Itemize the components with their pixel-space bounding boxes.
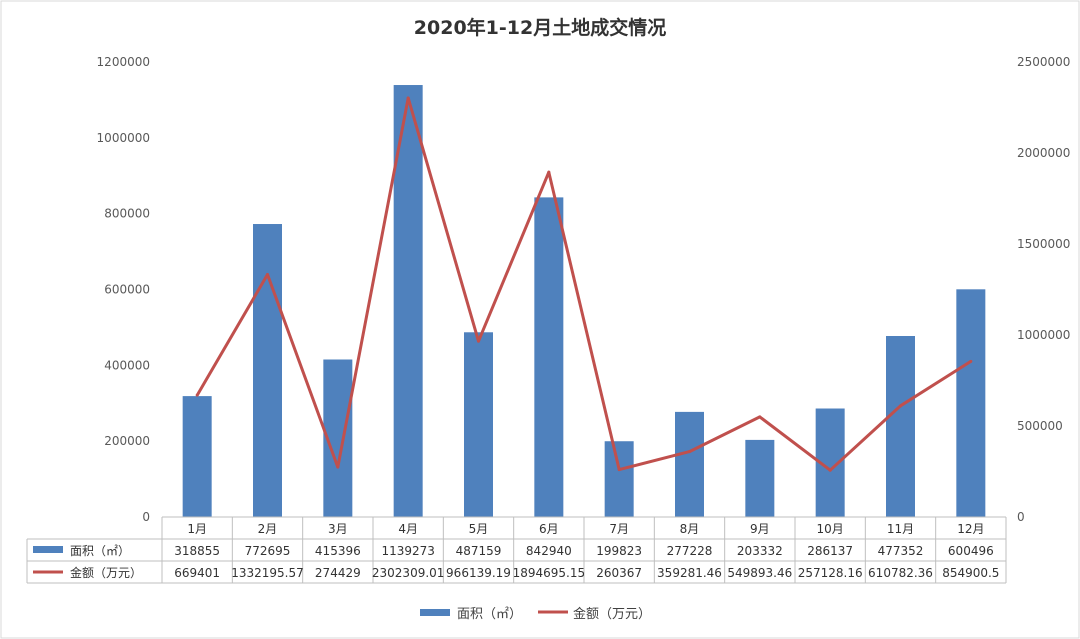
category-label: 4月 [398,522,418,536]
amount-point-12 [969,359,973,363]
right-axis-tick-label: 2500000 [1017,55,1070,69]
amount-point-9 [758,415,762,419]
legend-area-label: 面积（㎡） [457,607,522,622]
left-axis-ticks: 0 200000 400000 600000 800000 1000000 1200000 [97,55,150,524]
category-label: 3月 [328,522,348,536]
amount-point-1 [195,393,199,397]
bar-area-6 [534,197,564,517]
category-label: 8月 [680,522,700,536]
category-label: 9月 [750,522,770,536]
amount-row-label: 金额（万元） [70,565,142,580]
category-label: 10月 [817,522,844,536]
right-axis-tick-label: 500000 [1017,419,1063,433]
amount-point-6 [547,170,551,174]
amount-line [195,96,972,472]
amount-point-2 [266,273,269,277]
amount-point-7 [617,468,621,472]
legend-amount-label: 金额（万元） [573,606,651,622]
right-axis-tick-label: 1000000 [1017,328,1070,342]
right-axis-tick-label: 2000000 [1017,146,1070,160]
amount-value-cell: 966139.19 [446,566,511,580]
bar-area-7 [604,441,634,517]
left-axis-tick-label: 1200000 [97,55,150,69]
area-value-cell: 600496 [948,544,994,558]
amount-point-8 [688,450,691,454]
left-axis-tick-label: 800000 [104,207,150,221]
area-value-cell: 203332 [737,544,783,558]
left-axis-tick-label: 0 [142,510,150,524]
category-label: 5月 [469,522,489,536]
category-label: 1月 [187,522,207,536]
amount-value-cell: 359281.46 [657,566,722,580]
area-value-cell: 477352 [878,544,924,558]
left-axis-tick-label: 400000 [104,358,150,372]
amount-point-4 [406,96,410,100]
amount-value-cell: 854900.5 [942,566,999,580]
category-label: 7月 [609,522,629,536]
bar-area-11 [886,336,915,517]
area-value-cell: 415396 [315,544,361,558]
amount-point-3 [336,465,340,469]
amount-value-cell: 1332195.57 [231,566,304,580]
bar-area-4 [393,85,423,517]
amount-value-cell: 257128.16 [798,566,863,580]
legend-area-swatch [420,609,450,616]
amount-value-cell: 274429 [315,566,361,580]
line-series-area [195,96,973,472]
area-value-cell: 842940 [526,544,572,558]
area-legend-swatch [33,546,63,553]
amount-point-5 [477,339,480,343]
amount-value-cell: 2302309.01 [372,566,445,580]
category-label: 6月 [539,522,559,536]
area-value-cell: 199823 [596,544,642,558]
bar-area-12 [956,289,986,517]
amount-value-cell: 260367 [596,566,642,580]
area-value-cell: 286137 [807,544,853,558]
legend: 面积（㎡） 金额（万元） [420,606,651,622]
category-label: 11月 [887,522,914,536]
left-axis-tick-label: 200000 [104,434,150,448]
amount-value-cell: 549893.46 [727,566,792,580]
area-value-cell: 1139273 [381,544,434,558]
amount-value-cell: 610782.36 [868,566,933,580]
amount-point-10 [828,468,832,472]
amount-point-11 [899,404,902,408]
category-label: 12月 [957,522,984,536]
chart-title: 2020年1-12月土地成交情况 [414,16,666,39]
bar-series-area [182,85,986,517]
right-axis-tick-label: 1500000 [1017,237,1070,251]
amount-value-cell: 669401 [174,566,220,580]
area-value-cell: 277228 [667,544,713,558]
area-value-cell: 487159 [456,544,502,558]
bar-area-9 [745,439,775,517]
area-value-cell: 318855 [174,544,220,558]
area-row-label: 面积（㎡） [70,544,130,558]
right-axis-ticks: 0 500000 1000000 1500000 2000000 2500000 [1017,55,1070,524]
right-axis-tick-label: 0 [1017,510,1025,524]
amount-value-cell: 1894695.15 [513,566,586,580]
bar-area-8 [675,411,704,517]
left-axis-tick-label: 1000000 [97,131,150,145]
area-value-cell: 772695 [245,544,291,558]
bar-area-2 [253,224,282,517]
left-axis-tick-label: 600000 [104,283,150,297]
bar-area-1 [182,396,212,517]
category-label: 2月 [258,522,278,536]
bar-area-5 [464,332,493,517]
